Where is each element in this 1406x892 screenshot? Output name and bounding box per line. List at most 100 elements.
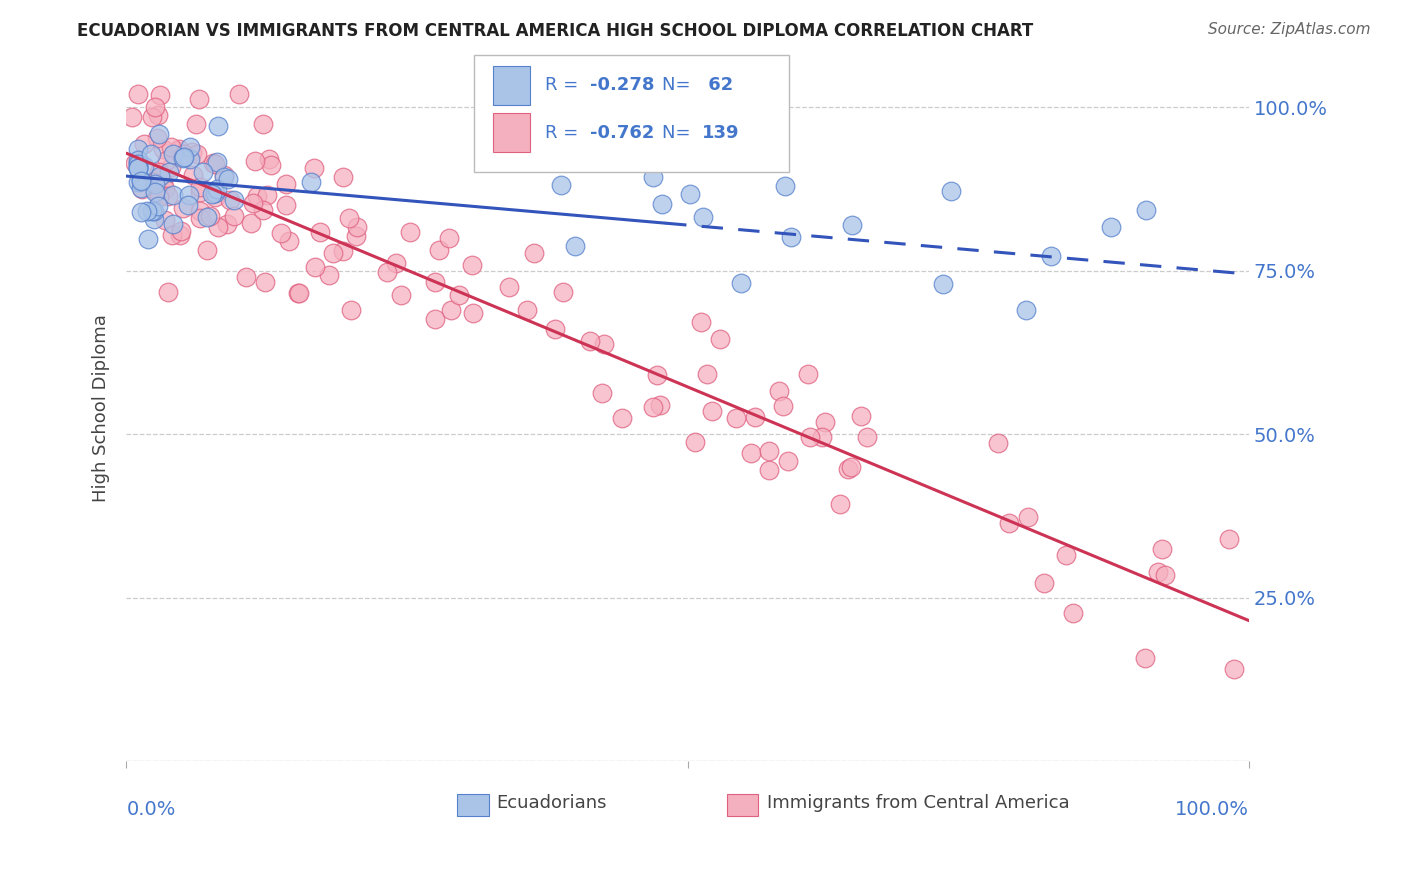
Text: 100.0%: 100.0% xyxy=(1175,800,1249,819)
Point xyxy=(228,87,250,102)
Point xyxy=(252,117,274,131)
Point xyxy=(143,99,166,113)
Point xyxy=(207,219,229,234)
Point xyxy=(134,136,156,151)
Point xyxy=(172,201,194,215)
Point xyxy=(146,199,169,213)
Point xyxy=(172,151,194,165)
Text: -0.278: -0.278 xyxy=(591,77,654,95)
Point xyxy=(132,159,155,173)
Point xyxy=(1152,541,1174,556)
Point xyxy=(167,142,190,156)
Point xyxy=(377,265,399,279)
Point xyxy=(399,225,422,239)
Point xyxy=(195,211,218,225)
Point xyxy=(127,155,149,169)
Point xyxy=(127,87,149,102)
Text: 139: 139 xyxy=(702,124,740,142)
Point xyxy=(169,227,191,242)
Point xyxy=(179,152,201,166)
Point xyxy=(157,189,180,203)
Point xyxy=(218,194,240,208)
Point xyxy=(1153,568,1175,582)
Point xyxy=(176,198,198,212)
Point xyxy=(344,229,367,244)
Point xyxy=(184,117,207,131)
Point xyxy=(152,143,174,157)
Point xyxy=(730,276,752,290)
Point xyxy=(141,204,163,219)
Point xyxy=(212,169,235,184)
Point xyxy=(776,453,799,467)
Point xyxy=(160,140,183,154)
Point xyxy=(148,190,170,204)
Point xyxy=(127,142,149,156)
Point xyxy=(278,235,301,249)
Point xyxy=(157,165,180,179)
Point xyxy=(447,288,470,302)
Point xyxy=(423,312,446,326)
Point xyxy=(190,180,212,194)
Point xyxy=(204,186,226,200)
Point xyxy=(309,225,332,239)
Point xyxy=(1040,249,1063,263)
Point xyxy=(340,302,363,317)
Point xyxy=(149,87,172,102)
Point xyxy=(260,158,283,172)
Point xyxy=(188,204,211,219)
Point xyxy=(773,178,796,193)
Point xyxy=(461,258,484,272)
Point xyxy=(240,215,263,229)
Point xyxy=(186,146,208,161)
Point xyxy=(318,268,340,283)
Point xyxy=(1223,662,1246,676)
Point xyxy=(932,277,955,291)
FancyBboxPatch shape xyxy=(457,794,489,816)
Point xyxy=(758,443,780,458)
Point xyxy=(162,187,184,202)
Point xyxy=(198,209,221,223)
Point xyxy=(385,256,408,270)
Point xyxy=(332,244,354,259)
Point xyxy=(205,155,228,169)
Point xyxy=(195,243,218,257)
Point xyxy=(181,168,204,182)
Point xyxy=(146,130,169,145)
Point xyxy=(690,315,713,329)
Text: R =: R = xyxy=(546,77,583,95)
Point xyxy=(252,202,274,217)
Point xyxy=(148,170,170,185)
Point xyxy=(121,110,143,124)
Point xyxy=(204,190,226,204)
Point xyxy=(256,188,278,202)
Point xyxy=(1147,566,1170,580)
Point xyxy=(156,153,179,167)
Point xyxy=(768,384,790,398)
Point xyxy=(740,446,762,460)
Point xyxy=(162,147,184,161)
Point xyxy=(683,435,706,450)
Point xyxy=(544,322,567,336)
Point xyxy=(772,399,794,413)
Point xyxy=(142,176,165,190)
Point xyxy=(612,410,634,425)
Point xyxy=(322,245,344,260)
Text: R =: R = xyxy=(546,124,583,142)
Point xyxy=(160,161,183,175)
Point xyxy=(692,210,714,224)
Point xyxy=(201,186,224,201)
Point xyxy=(337,211,360,226)
Point xyxy=(696,367,718,381)
Point xyxy=(998,516,1021,531)
Point xyxy=(270,226,292,240)
Point xyxy=(148,108,170,122)
Point xyxy=(127,153,149,167)
Point xyxy=(779,230,801,244)
Point xyxy=(145,185,167,199)
Point xyxy=(222,209,245,223)
Point xyxy=(304,161,326,176)
Point xyxy=(148,164,170,178)
Point xyxy=(179,188,201,202)
Point xyxy=(204,156,226,170)
Point xyxy=(276,197,298,211)
